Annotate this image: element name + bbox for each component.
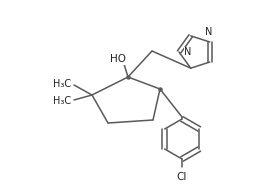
Text: H₃C: H₃C (53, 79, 71, 89)
Text: N: N (205, 27, 212, 37)
Text: N: N (184, 47, 191, 57)
Text: Cl: Cl (177, 172, 187, 182)
Text: HO: HO (110, 54, 126, 64)
Text: H₃C: H₃C (53, 96, 71, 106)
